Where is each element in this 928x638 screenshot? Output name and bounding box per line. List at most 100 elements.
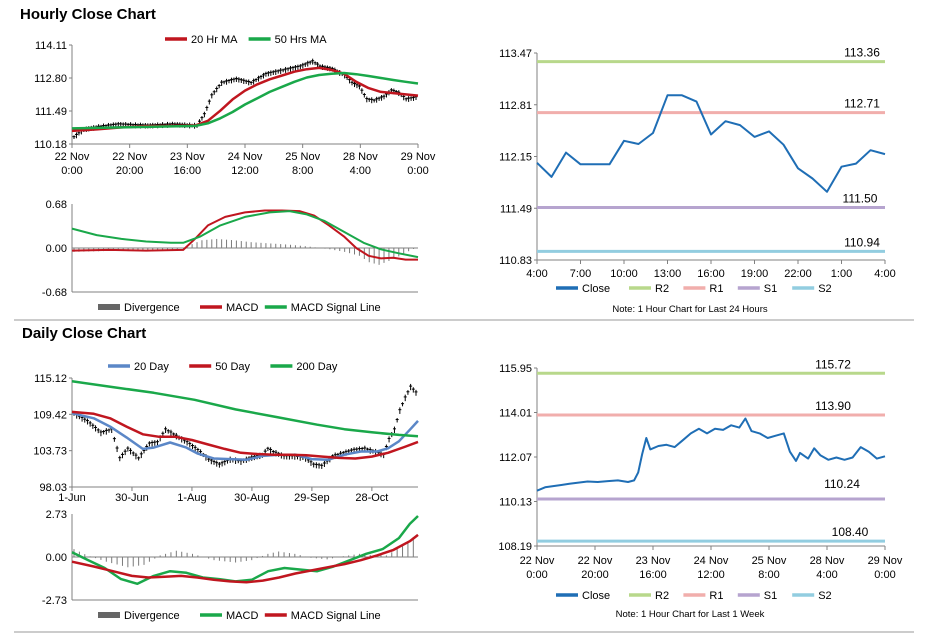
daily-price-x-tick: 1-Aug [177, 492, 206, 504]
daily-close-1w-x-tick-time: 20:00 [581, 569, 609, 581]
hourly-close-note: Note: 1 Hour Chart for Last 24 Hours [612, 304, 767, 315]
daily-close-1w-x-tick-time: 0:00 [874, 569, 895, 581]
daily-price-series-line [71, 410, 419, 460]
hourly-close-24h-legend-label: S1 [764, 283, 777, 295]
hourly-close-24h-level-label-s2: 110.94 [844, 235, 880, 249]
hourly-close-24h-y-tick: 110.83 [499, 255, 532, 267]
daily-close-1w-level-label-r1: 113.90 [815, 399, 851, 413]
hourly-price-x-tick-time: 0:00 [407, 165, 428, 177]
daily-close-1w-chart: 115.95 114.01 112.07 110.13 108.19 115.72 113.… [498, 357, 903, 602]
daily-price-y-tick: 103.73 [33, 446, 67, 458]
hourly-price-y-tick: 112.80 [34, 73, 67, 85]
daily-close-1w-y-tick: 114.01 [499, 408, 532, 420]
hourly-close-24h-legend-label: R1 [709, 283, 723, 295]
daily-macd-legend-swatch [98, 612, 120, 618]
daily-close-1w-level-label-s1: 110.24 [824, 477, 860, 491]
hourly-heading: Hourly Close Chart [20, 6, 156, 23]
hourly-close-24h-x-tick: 4:00 [526, 268, 547, 280]
daily-price-y-tick: 98.03 [39, 482, 67, 494]
hourly-macd-y-tick: -0.68 [42, 287, 67, 299]
daily-price-y-tick: 115.12 [34, 373, 67, 385]
daily-close-1w-x-tick-date: 23 Nov [636, 555, 671, 567]
daily-close-1w-legend-label: S2 [818, 590, 831, 602]
daily-price-series-line [71, 380, 419, 438]
daily-close-1w-close-line [536, 417, 886, 492]
daily-close-1w-legend-label: Close [582, 590, 610, 602]
hourly-price-x-tick-date: 23 Nov [170, 151, 205, 163]
hourly-close-24h-y-tick: 112.15 [499, 152, 532, 164]
hourly-macd-legend-label: MACD [226, 302, 258, 314]
daily-macd-y-tick: 0.00 [46, 552, 67, 564]
daily-macd-y-tick: -2.73 [42, 595, 67, 607]
hourly-close-24h-legend-label: S2 [818, 283, 831, 295]
daily-close-1w-level-label-s2: 108.40 [832, 525, 869, 539]
hourly-close-24h-x-tick: 22:00 [784, 268, 812, 280]
hourly-close-24h-x-tick: 19:00 [741, 268, 769, 280]
daily-close-1w-x-tick-date: 22 Nov [520, 555, 555, 567]
daily-price-legend-label: 20 Day [134, 361, 169, 373]
daily-close-1w-x-tick-date: 24 Nov [694, 555, 729, 567]
daily-price-series-line [71, 411, 419, 462]
daily-close-1w-x-tick-time: 0:00 [526, 569, 547, 581]
daily-heading: Daily Close Chart [22, 325, 146, 342]
hourly-price-y-tick: 110.18 [34, 139, 67, 151]
hourly-close-24h-y-tick: 112.81 [499, 100, 532, 112]
hourly-close-24h-level-label-r2: 113.36 [844, 46, 880, 60]
hourly-price-x-tick-date: 22 Nov [112, 151, 147, 163]
hourly-price-x-tick-date: 29 Nov [401, 151, 436, 163]
daily-price-legend-label: 200 Day [296, 361, 337, 373]
hourly-close-24h-chart: 113.47 112.81 112.15 111.49 110.83 113.36 112.… [499, 46, 896, 295]
daily-close-1w-legend-label: R1 [709, 590, 723, 602]
hourly-price-x-tick-time: 4:00 [350, 165, 371, 177]
hourly-price-y-tick: 114.11 [35, 40, 67, 52]
hourly-price-y-tick: 111.49 [35, 106, 67, 118]
hourly-close-24h-close-line [536, 94, 886, 193]
daily-close-1w-x-tick-date: 28 Nov [810, 555, 845, 567]
daily-price-x-tick: 30-Aug [234, 492, 269, 504]
hourly-price-legend-label: 20 Hr MA [191, 34, 238, 46]
hourly-price-x-tick-date: 28 Nov [343, 151, 378, 163]
daily-close-1w-x-tick-time: 8:00 [758, 569, 779, 581]
daily-price-chart: 115.12 109.42 103.73 98.031-Jun 30-Jun 1-Aug 3… [33, 361, 419, 504]
hourly-macd-series-line [71, 210, 419, 259]
daily-macd-y-tick: 2.73 [46, 509, 67, 521]
daily-close-1w-legend-label: R2 [655, 590, 669, 602]
daily-close-1w-x-tick-date: 22 Nov [578, 555, 613, 567]
daily-macd-legend-label: Divergence [124, 610, 180, 622]
hourly-close-24h-x-tick: 13:00 [654, 268, 682, 280]
hourly-close-24h-x-tick: 16:00 [697, 268, 725, 280]
daily-close-note: Note: 1 Hour Chart for Last 1 Week [616, 609, 765, 620]
daily-price-x-tick: 1-Jun [58, 492, 86, 504]
hourly-close-24h-x-tick: 10:00 [610, 268, 638, 280]
daily-macd-legend-label: MACD [226, 610, 258, 622]
hourly-macd-legend-swatch [98, 304, 120, 310]
hourly-price-series-line [71, 66, 419, 133]
daily-macd-series-line [71, 533, 419, 584]
hourly-macd-y-tick: 0.68 [46, 199, 67, 211]
daily-close-1w-x-tick-time: 4:00 [816, 569, 837, 581]
daily-close-1w-y-tick: 112.07 [499, 452, 532, 464]
hourly-macd-legend-label: Divergence [124, 302, 180, 314]
hourly-close-24h-y-tick: 113.47 [499, 48, 532, 60]
daily-close-1w-x-tick-time: 12:00 [697, 569, 725, 581]
hourly-price-x-tick-date: 25 Nov [285, 151, 320, 163]
daily-price-x-tick: 30-Jun [115, 492, 149, 504]
daily-close-1w-x-tick-date: 25 Nov [752, 555, 787, 567]
hourly-price-legend-label: 50 Hrs MA [275, 34, 328, 46]
daily-price-x-tick: 29-Sep [294, 492, 329, 504]
hourly-price-x-tick-time: 0:00 [61, 165, 82, 177]
hourly-close-24h-level-label-s1: 111.50 [843, 191, 878, 205]
daily-close-1w-level-label-r2: 115.72 [815, 357, 851, 371]
hourly-close-24h-legend-label: Close [582, 283, 610, 295]
daily-macd-chart: 2.73 0.00 -2.73 Divergence MACD MACD Signal L… [42, 509, 419, 622]
hourly-close-24h-level-label-r1: 112.71 [844, 97, 880, 111]
hourly-price-x-tick-time: 16:00 [174, 165, 202, 177]
daily-price-y-tick: 109.42 [33, 409, 67, 421]
hourly-price-x-tick-date: 24 Nov [228, 151, 263, 163]
daily-macd-legend-label: MACD Signal Line [291, 610, 381, 622]
hourly-price-x-tick-time: 12:00 [231, 165, 259, 177]
hourly-macd-chart: 0.68 0.00 -0.68 Divergence MACD MACD Signal L… [42, 199, 419, 314]
hourly-macd-legend-label: MACD Signal Line [291, 302, 381, 314]
